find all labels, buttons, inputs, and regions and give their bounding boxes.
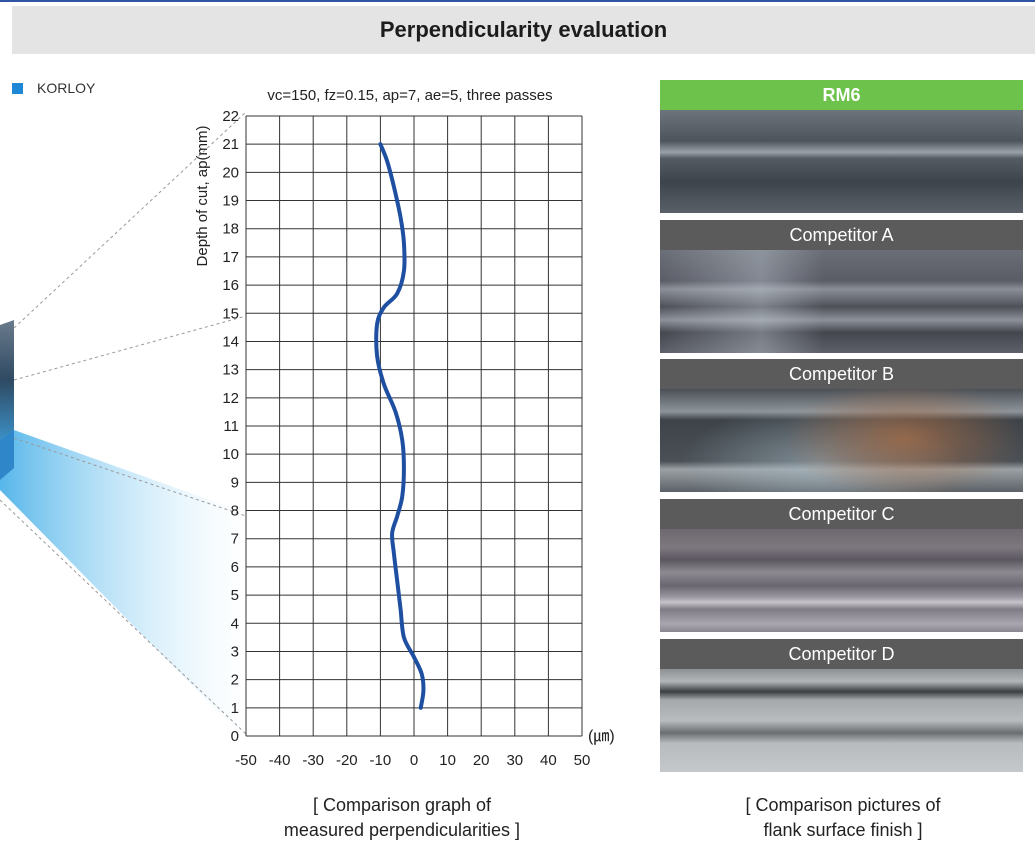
x-tick-label: 40: [540, 752, 557, 769]
y-tick-label: 13: [222, 362, 239, 379]
perpendicularity-chart: -50 -40 -30 -20 -10 0 10 20 30 40 5001234567891011…: [0, 87, 615, 769]
chart-axes: -50 -40 -30 -20 -10 0 10 20 30 40 5001234567891011…: [222, 108, 590, 769]
y-tick-label: 17: [222, 249, 239, 266]
panel-competitor-b: Competitor B: [660, 359, 1023, 492]
y-tick-label: 9: [231, 474, 239, 491]
y-tick-label: 5: [231, 587, 239, 604]
x-tick-label: 10: [439, 752, 456, 769]
x-axis-unit: (㎛): [588, 728, 615, 745]
y-tick-label: 1: [231, 700, 239, 717]
y-tick-label: 4: [231, 615, 239, 632]
y-tick-label: 12: [222, 390, 239, 407]
panel-header-competitor-b: Competitor B: [660, 359, 1023, 389]
x-tick-label: -30: [302, 752, 324, 769]
panel-competitor-c: Competitor C: [660, 499, 1023, 632]
chart-series: [374, 142, 426, 710]
legend-label: KORLOY: [37, 80, 96, 96]
projection-line: [0, 499, 247, 735]
photos-caption: [ Comparison pictures of flank surface f…: [662, 793, 1024, 843]
y-tick-label: 7: [231, 531, 239, 548]
surface-photo-competitor-b: [660, 389, 1023, 492]
y-tick-label: 0: [231, 728, 239, 745]
panel-competitor-a: Competitor A: [660, 220, 1023, 353]
top-rule: [0, 0, 1035, 2]
projection-line: [13, 111, 247, 329]
chart-grid: [245, 115, 583, 737]
legend-swatch: [12, 82, 23, 94]
y-tick-label: 15: [222, 305, 239, 322]
y-tick-label: 22: [222, 108, 239, 125]
y-tick-label: 18: [222, 221, 239, 238]
photos-caption-line-1: [ Comparison pictures of: [745, 795, 941, 815]
x-tick-label: -50: [235, 752, 257, 769]
panel-header-competitor-a: Competitor A: [660, 220, 1023, 250]
projection-lines: [0, 111, 247, 735]
panel-header-competitor-c: Competitor C: [660, 499, 1023, 529]
y-tick-label: 2: [231, 672, 239, 689]
panel-rm6: RM6: [660, 80, 1023, 213]
y-tick-label: 20: [222, 164, 239, 181]
surface-photo-competitor-d: [660, 669, 1023, 772]
y-tick-label: 21: [222, 136, 239, 153]
surface-photo-competitor-c: [660, 529, 1023, 632]
y-tick-label: 10: [222, 446, 239, 463]
surface-photo-rm6: [660, 110, 1023, 213]
y-tick-label: 6: [231, 559, 239, 576]
y-axis-label: Depth of cut, ap(mm): [194, 126, 211, 267]
x-tick-label: -40: [269, 752, 291, 769]
projection-line: [13, 315, 247, 381]
series-line: [374, 142, 426, 710]
y-tick-label: 14: [222, 333, 239, 350]
x-tick-label: 50: [574, 752, 591, 769]
x-tick-label: -20: [336, 752, 358, 769]
y-tick-label: 8: [231, 503, 239, 520]
panel-competitor-d: Competitor D: [660, 639, 1023, 772]
x-tick-label: 20: [473, 752, 490, 769]
y-tick-label: 3: [231, 643, 239, 660]
projection-line: [13, 437, 247, 517]
y-tick-label: 16: [222, 277, 239, 294]
photos-caption-line-2: flank surface finish ]: [763, 820, 923, 840]
panel-header-competitor-d: Competitor D: [660, 639, 1023, 669]
x-tick-label: 0: [410, 752, 418, 769]
workpiece-block-illustration: [0, 320, 14, 440]
surface-photo-competitor-a: [660, 250, 1023, 353]
x-tick-label: 30: [506, 752, 523, 769]
beam-illustration: [0, 425, 246, 740]
y-tick-label: 11: [223, 418, 239, 435]
title-bar: Perpendicularity evaluation: [12, 6, 1035, 54]
page-title: Perpendicularity evaluation: [379, 17, 668, 42]
graph-caption: [ Comparison graph of measured perpendic…: [233, 793, 571, 843]
workpiece-block-side: [0, 430, 14, 480]
x-tick-label: -10: [370, 752, 392, 769]
chart-title: vc=150, fz=0.15, ap=7, ae=5, three passe…: [267, 87, 552, 104]
graph-caption-line-1: [ Comparison graph of: [312, 795, 492, 815]
legend: KORLOY: [12, 80, 95, 96]
panel-header-rm6: RM6: [660, 80, 1023, 110]
graph-caption-line-2: measured perpendicularities ]: [283, 820, 521, 840]
y-tick-label: 19: [222, 193, 239, 210]
